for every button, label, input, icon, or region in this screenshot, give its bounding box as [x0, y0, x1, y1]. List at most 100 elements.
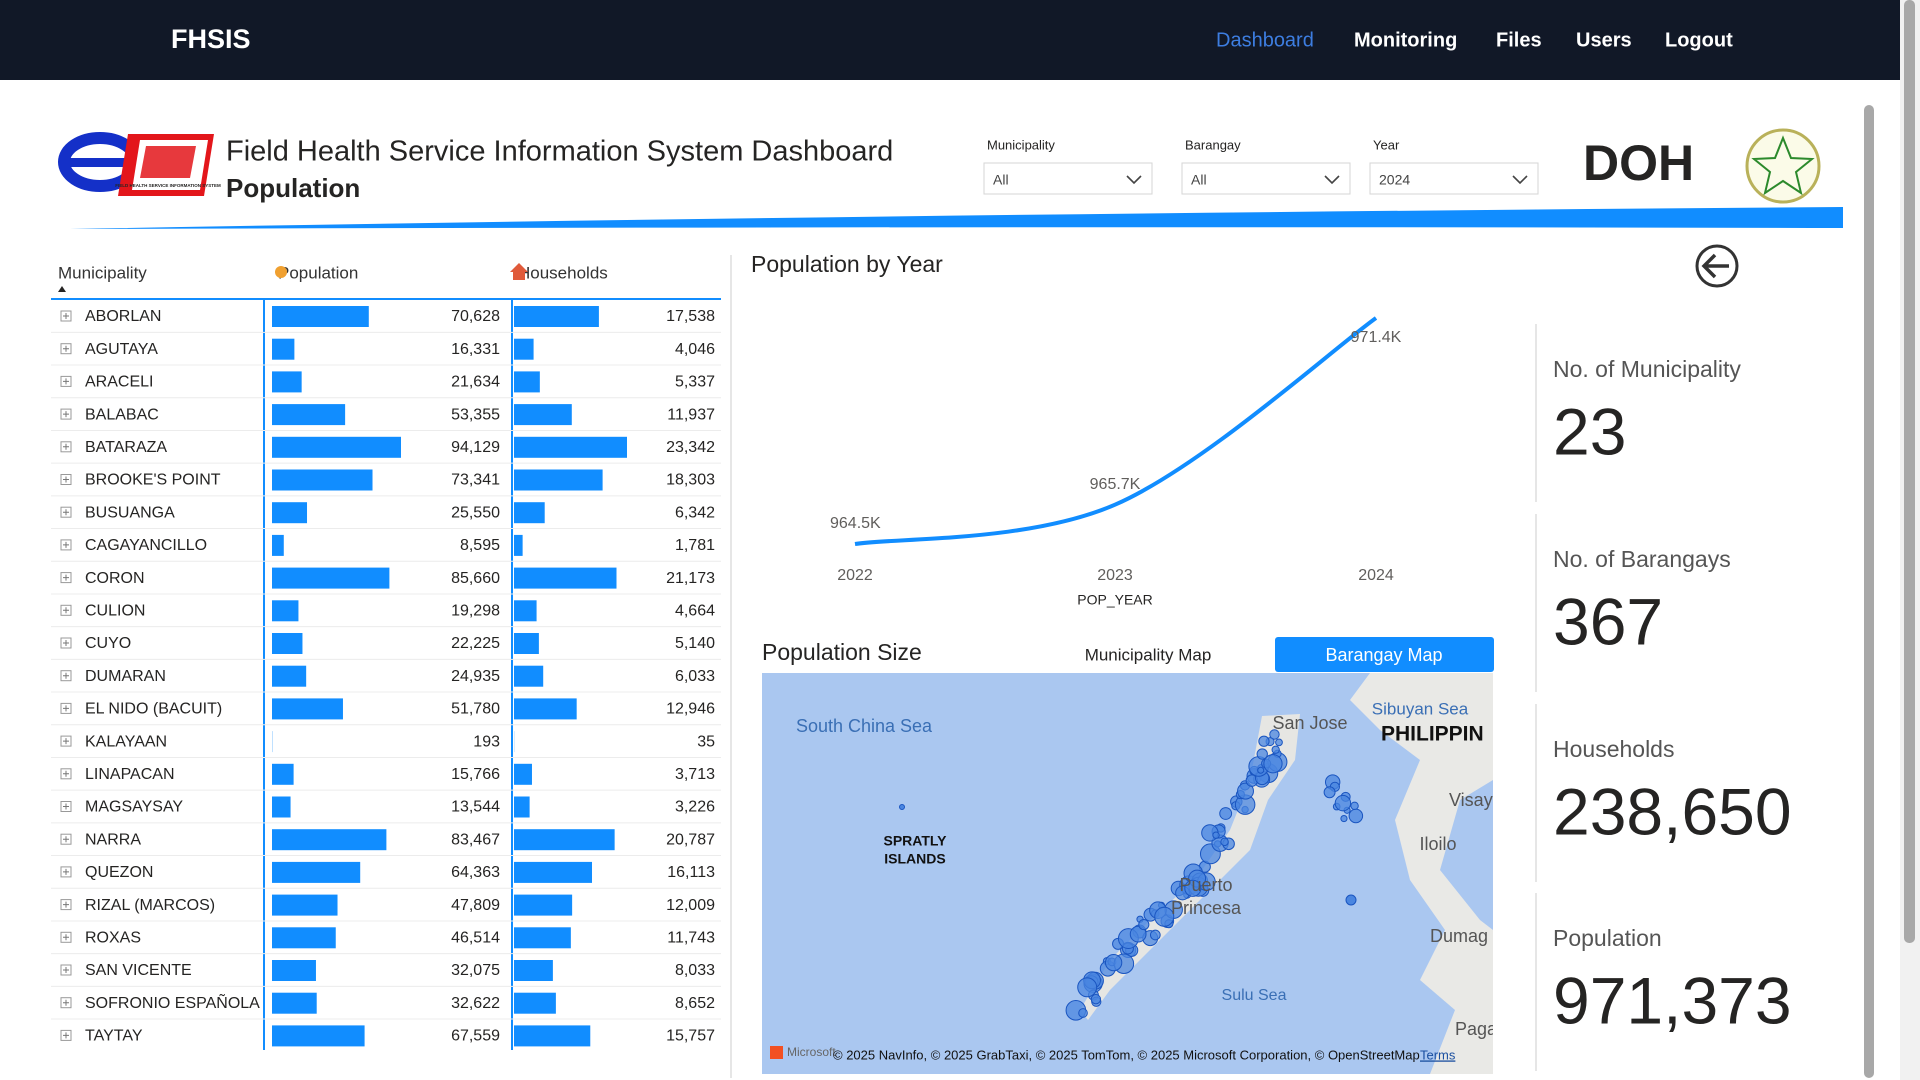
nav-link[interactable]: Dashboard [1216, 29, 1314, 51]
expand-icon[interactable] [60, 408, 72, 420]
map-label: Visay [1449, 790, 1493, 810]
x-tick-label: 2023 [1097, 567, 1133, 584]
expand-icon[interactable] [60, 931, 72, 943]
doh-logo: DOH [1583, 135, 1694, 191]
households-bar [514, 502, 545, 524]
municipality-name: BUSUANGA [85, 504, 175, 521]
kpi-label: Population [1553, 925, 1662, 951]
dashboard-title: Field Health Service Information System … [226, 136, 893, 168]
population-bar [272, 829, 387, 851]
households-value: 23,342 [666, 439, 715, 456]
map-label: PHILIPPIN [1381, 723, 1484, 746]
expand-icon[interactable] [60, 1029, 72, 1041]
logo-caption: FIELD HEALTH SERVICE INFORMATION SYSTEM [115, 183, 221, 188]
expand-icon[interactable] [60, 637, 72, 649]
map-label: SPRATLY [883, 833, 947, 849]
expand-plus [63, 770, 69, 777]
municipality-name: LINAPACAN [85, 766, 175, 783]
expand-icon[interactable] [60, 441, 72, 453]
location-bubble [1154, 906, 1175, 927]
municipality-name: SAN VICENTE [85, 962, 192, 979]
nav-link[interactable]: Logout [1665, 29, 1733, 51]
dropdown-chevron [1512, 175, 1528, 185]
expand-icon[interactable] [60, 833, 72, 845]
expand-icon[interactable] [60, 604, 72, 616]
expand-icon[interactable] [60, 539, 72, 551]
population-value: 24,935 [451, 668, 500, 685]
municipality-name: NARRA [85, 831, 141, 848]
households-bar [514, 894, 573, 916]
households-value: 3,226 [675, 799, 715, 816]
map-terms[interactable]: Terms [1420, 1047, 1456, 1062]
households-value: 5,140 [675, 635, 715, 652]
population-bar [272, 600, 299, 622]
filter-dropdown[interactable] [1181, 162, 1351, 195]
households-bar [514, 404, 572, 426]
filter-dropdown[interactable] [1369, 162, 1539, 195]
location-bubble [1256, 748, 1268, 760]
population-value: 13,544 [451, 799, 500, 816]
expand-icon[interactable] [60, 670, 72, 682]
expand-icon[interactable] [60, 702, 72, 714]
households-bar [514, 992, 556, 1014]
municipality-name: CUYO [85, 635, 131, 652]
line-series [854, 316, 1378, 546]
municipality-name: QUEZON [85, 864, 153, 881]
expand-icon[interactable] [60, 899, 72, 911]
nav-link[interactable]: Users [1576, 29, 1632, 51]
expand-icon[interactable] [60, 735, 72, 747]
map-label: Puerto [1179, 875, 1232, 895]
households-value: 6,342 [675, 504, 715, 521]
households-value: 8,652 [675, 995, 715, 1012]
scrollbar-thumb[interactable] [1904, 0, 1915, 943]
households-bar [514, 306, 599, 327]
expand-plus [63, 640, 69, 646]
map-tab[interactable]: Barangay Map [1325, 645, 1442, 665]
expand-icon[interactable] [60, 572, 72, 584]
map-title: Population Size [762, 639, 922, 665]
population-value: 8,595 [460, 537, 500, 554]
expand-icon[interactable] [60, 866, 72, 878]
expand-plus [63, 868, 69, 875]
expand-plus [63, 541, 69, 548]
map-tab-active[interactable] [1275, 637, 1494, 672]
map-tab[interactable]: Municipality Map [1085, 645, 1212, 664]
inner-scrollbar-thumb[interactable] [1864, 105, 1874, 1078]
households-bar [514, 796, 530, 818]
map-attribution: © 2025 NavInfo, © 2025 GrabTaxi, © 2025 … [833, 1047, 1420, 1062]
location-bubble [1078, 1008, 1088, 1018]
column-header: Population [278, 263, 358, 282]
households-value: 21,173 [666, 570, 715, 587]
kpi-label: No. of Municipality [1553, 356, 1741, 382]
expand-icon[interactable] [60, 768, 72, 780]
households-bar [514, 534, 523, 556]
expand-icon[interactable] [60, 375, 72, 387]
expand-icon[interactable] [60, 310, 72, 322]
expand-icon[interactable] [60, 964, 72, 976]
location-bubble [1149, 929, 1161, 941]
households-bar [514, 861, 593, 883]
location-bubble [1220, 837, 1229, 847]
expand-icon[interactable] [60, 474, 72, 485]
population-bar [272, 338, 295, 360]
expand-icon[interactable] [60, 506, 72, 518]
filter-dropdown[interactable] [983, 162, 1153, 195]
expand-plus [63, 378, 69, 385]
municipality-name: CULION [85, 603, 145, 620]
back-button[interactable] [1695, 244, 1739, 288]
expand-icon[interactable] [60, 801, 72, 812]
efhsis-logo [58, 132, 214, 196]
expand-plus [63, 738, 69, 745]
filter-label: Year [1373, 137, 1400, 152]
data-label: 971.4K [1351, 329, 1402, 346]
households-value: 11,937 [667, 406, 715, 423]
expand-plus [63, 967, 69, 973]
expand-icon[interactable] [60, 997, 72, 1009]
population-value: 46,514 [451, 930, 500, 947]
sort-indicator [58, 286, 66, 292]
nav-link[interactable]: Monitoring [1354, 29, 1457, 51]
nav-link[interactable]: Files [1496, 29, 1542, 51]
expand-icon[interactable] [60, 343, 72, 355]
population-value: 53,355 [451, 406, 500, 423]
filter-label: Barangay [1185, 137, 1241, 152]
